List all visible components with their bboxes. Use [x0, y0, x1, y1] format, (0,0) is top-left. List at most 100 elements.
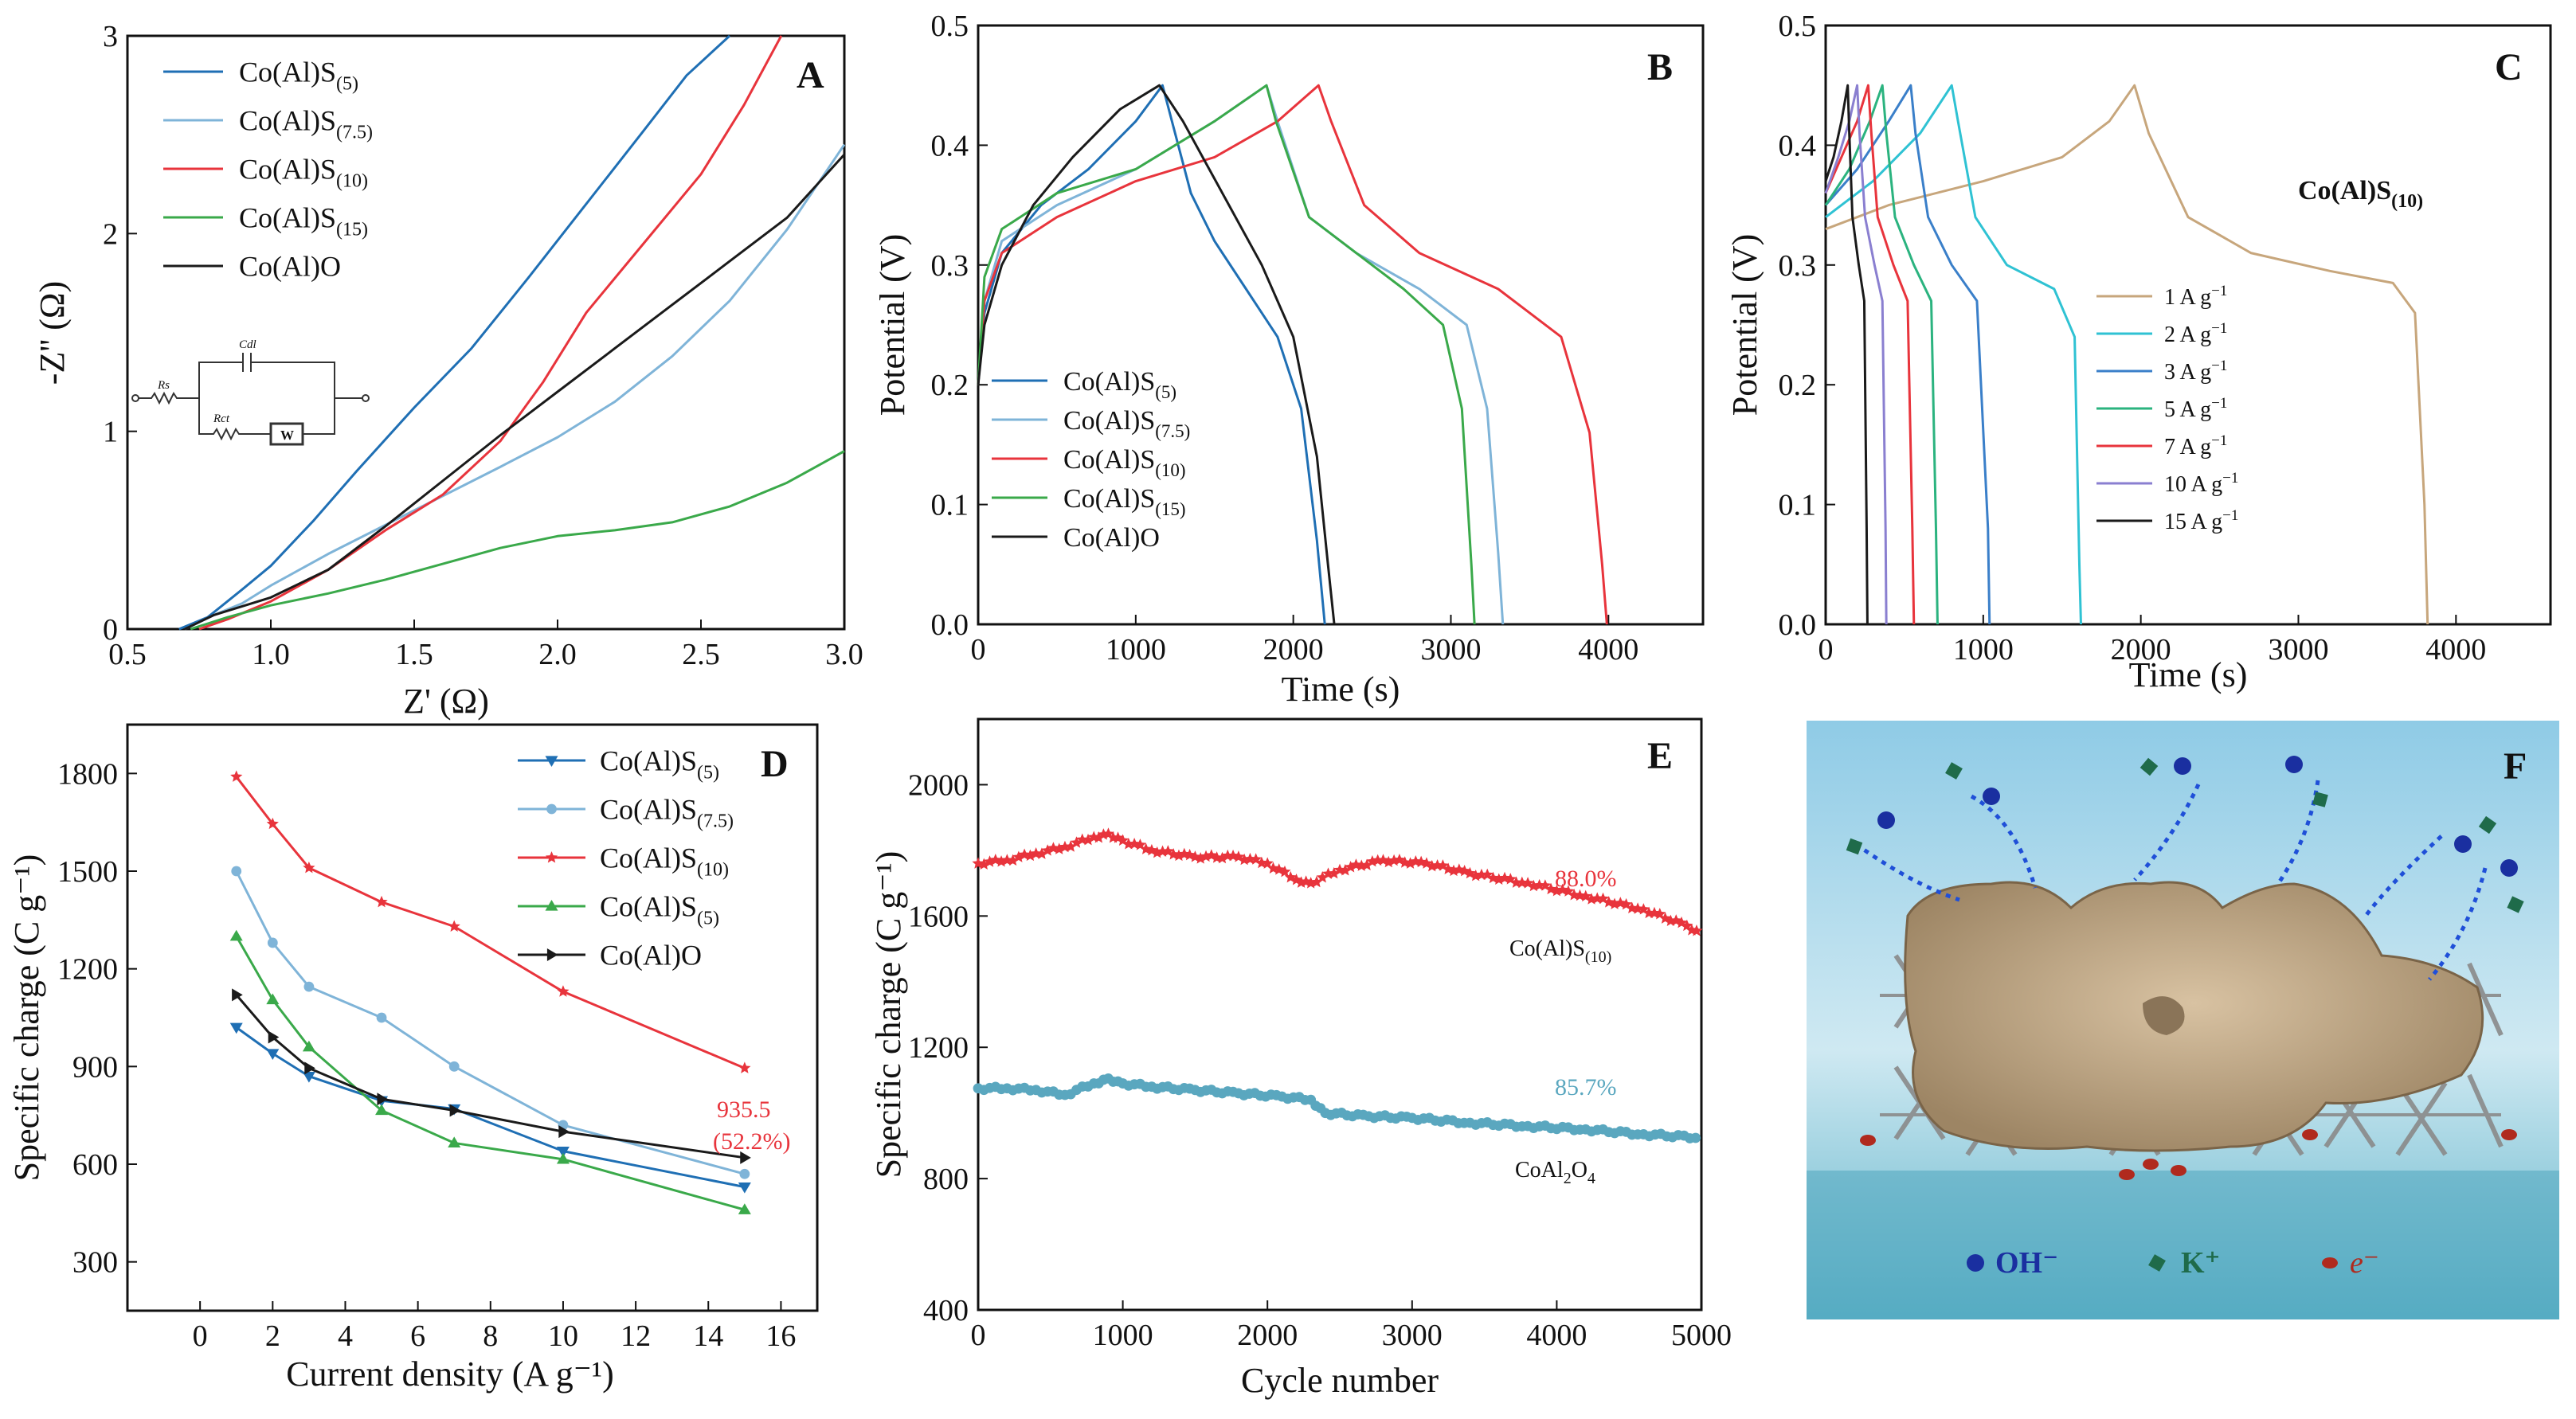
y-tick-label: 600 — [72, 1148, 118, 1182]
legend-label: Co(Al)S(7.5) — [239, 105, 373, 143]
panel-e-ylabel: Specific charge (C g⁻¹) — [869, 851, 908, 1179]
series-1-marker — [1261, 857, 1274, 869]
panel-a: 0.5 1.0 1.5 2.0 2.5 3.0 0 1 2 3 A Z' (Ω) -Z'' (Ω)… — [33, 20, 863, 721]
x-tick-label: 12 — [621, 1319, 651, 1353]
circuit-cdl: Cdl — [239, 338, 256, 351]
series-3-marker — [303, 861, 315, 874]
x-tick-label: 1000 — [1953, 633, 2014, 666]
x-tick-label: 2000 — [1263, 633, 1324, 666]
legend-label: 10 A g−1 — [2164, 470, 2238, 497]
y-tick-label: 1 — [103, 416, 118, 449]
panel-c: 0 1000 2000 3000 4000 0.0 0.1 0.2 0.3 0.4 0.5 C Co… — [1725, 10, 2552, 694]
panel-c-legend: 1 A g−1 2 A g−1 3 A g−1 5 A g−1 7 A g−1 10 A … — [2096, 283, 2238, 534]
series-4-marker — [375, 1104, 389, 1116]
legend-marker — [546, 803, 557, 815]
series-3-marker — [557, 985, 570, 997]
series-1-marker — [1092, 831, 1105, 843]
x-tick-label: 3000 — [2268, 633, 2328, 666]
legend-label: Co(Al)O — [239, 251, 341, 283]
x-tick-label: 2.5 — [682, 638, 720, 671]
panel-a-ylabel: -Z'' (Ω) — [33, 281, 72, 385]
series-5-marker — [740, 1151, 751, 1164]
legend-label: 15 A g−1 — [2164, 507, 2238, 534]
series-5-marker — [232, 988, 243, 1002]
panel-c-xlabel: Time (s) — [2129, 655, 2248, 694]
y-tick-label: 1200 — [908, 1031, 969, 1065]
legend-label: Co(Al)S(15) — [239, 202, 368, 240]
series-5-line — [1824, 84, 1916, 625]
panel-f-sea — [1807, 1171, 2559, 1319]
y-tick-label: 900 — [72, 1050, 118, 1084]
series-1-marker — [1316, 871, 1329, 883]
panel-b-ticks: 0 1000 2000 3000 4000 0.0 0.1 0.2 0.3 0.4 0.5 — [931, 10, 1639, 666]
series-7-line — [1824, 84, 1869, 625]
legend-marker — [545, 756, 558, 767]
series-2-marker — [739, 1168, 750, 1179]
x-tick-label: 1.0 — [252, 638, 290, 671]
series-4-marker — [302, 1040, 315, 1052]
legend-label: Co(Al)S(7.5) — [1063, 406, 1190, 441]
series-4-marker — [229, 929, 243, 941]
series-5-line — [977, 84, 1336, 625]
x-tick-label: 2000 — [1237, 1319, 1298, 1352]
rock-gap — [2143, 996, 2185, 1035]
panel-f: OH⁻ K⁺ e⁻ F — [1807, 721, 2559, 1319]
panel-a-legend: Co(Al)S(5) Co(Al)S(7.5) Co(Al)S(10) Co(Al)S… — [163, 57, 373, 283]
series-1-marker — [1339, 864, 1352, 876]
x-tick-label: 0 — [193, 1319, 208, 1353]
series-1-marker — [1360, 858, 1373, 870]
panel-c-lines — [1824, 84, 2429, 625]
series-6-line — [1824, 84, 1888, 625]
series-4-marker — [738, 1203, 751, 1214]
series-2-line — [977, 84, 1505, 625]
legend-label: 7 A g−1 — [2164, 432, 2227, 459]
x-tick-label: 0 — [971, 633, 986, 666]
k-legend-icon — [2148, 1254, 2166, 1272]
e-legend-label: e⁻ — [2350, 1246, 2379, 1280]
series-1-line — [1825, 84, 2429, 625]
panel-e: 0 1000 2000 3000 4000 5000400800120016002000 … — [869, 717, 1732, 1400]
x-tick-label: 4000 — [1526, 1319, 1587, 1352]
e-legend-icon — [2322, 1257, 2338, 1268]
series-3-marker — [375, 895, 388, 908]
panel-a-frame — [126, 34, 846, 631]
panel-d-legend: Co(Al)S(5) Co(Al)S(7.5) Co(Al)S(10) Co(Al)S… — [518, 745, 734, 971]
legend-label: 2 A g−1 — [2164, 320, 2227, 347]
series-1-marker — [1064, 840, 1077, 852]
panel-a-ticks: 0.5 1.0 1.5 2.0 2.5 3.0 0 1 2 3 — [103, 20, 863, 671]
equivalent-circuit — [131, 353, 370, 446]
x-tick-label: 2.0 — [538, 638, 577, 671]
panel-a-xlabel: Z' (Ω) — [403, 682, 489, 721]
y-tick-label: 800 — [923, 1163, 969, 1196]
x-tick-label: 2000 — [2111, 633, 2171, 666]
x-tick-label: 1.5 — [395, 638, 433, 671]
panel-d: 0 2 4 6 8 10 12 14 16 300 600 900 1200 1500 1800 D Cur… — [7, 723, 819, 1394]
circuit-w: W — [280, 428, 294, 443]
k-legend-label: K⁺ — [2181, 1246, 2221, 1280]
panel-d-lines — [229, 770, 751, 1214]
panel-d-frame — [126, 723, 819, 1312]
rock-cluster — [1904, 881, 2484, 1152]
ion-spheres — [1846, 756, 2524, 1180]
x-tick-label: 3.0 — [825, 638, 863, 671]
series-2-marker — [303, 981, 315, 992]
y-tick-label: 0.2 — [931, 369, 969, 402]
series-1-marker — [1006, 854, 1020, 866]
x-tick-label: 1000 — [1093, 1319, 1153, 1352]
x-tick-label: 8 — [483, 1319, 498, 1353]
x-tick-label: 4 — [338, 1319, 353, 1353]
legend-label: Co(Al)S(10) — [600, 842, 729, 881]
series-2-line — [184, 143, 846, 631]
y-tick-label: 2000 — [908, 768, 969, 802]
series-5-marker — [558, 1125, 570, 1139]
series-1-marker — [977, 858, 990, 870]
y-tick-label: 0.5 — [931, 10, 969, 43]
y-tick-label: 300 — [72, 1246, 118, 1280]
y-tick-label: 0.3 — [1779, 249, 1817, 283]
series-2-marker — [1690, 1132, 1701, 1143]
series-3-marker — [266, 817, 279, 830]
series-1-marker — [1310, 875, 1323, 888]
legend-label: Co(Al)S(5) — [239, 57, 358, 95]
series-3-line — [198, 35, 783, 631]
series-1-marker — [266, 1049, 280, 1060]
